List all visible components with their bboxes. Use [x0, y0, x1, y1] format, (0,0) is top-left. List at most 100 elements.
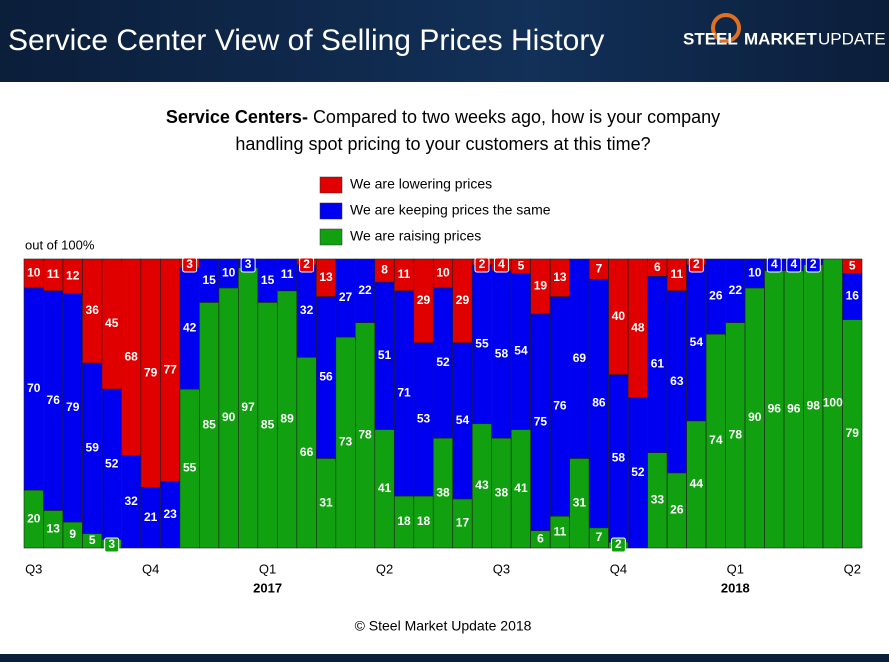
value-label: 5 [518, 258, 525, 272]
value-label: 11 [671, 267, 684, 281]
value-label: 18 [417, 514, 431, 528]
value-label: 31 [319, 495, 333, 509]
value-label-box [240, 257, 256, 273]
value-label: 15 [261, 273, 275, 287]
value-label: 78 [358, 427, 372, 441]
value-label: 90 [222, 410, 236, 424]
value-label: 11 [281, 267, 294, 281]
value-label: 75 [534, 414, 548, 428]
value-label: 97 [241, 400, 255, 414]
value-label-box [766, 257, 782, 273]
value-label: 79 [144, 365, 158, 379]
value-label: 29 [417, 293, 431, 307]
value-label: 10 [748, 266, 762, 280]
value-label: 76 [47, 393, 61, 407]
footer-band [0, 654, 889, 662]
value-label: 85 [202, 417, 216, 431]
value-label: 13 [319, 270, 333, 284]
footer: © Steel Market Update 2018 [355, 618, 532, 634]
header-band [0, 0, 889, 82]
value-label: 90 [748, 410, 762, 424]
logo-text: STEEL [683, 29, 738, 48]
logo-text: UPDATE [818, 29, 886, 48]
value-label: 96 [787, 401, 801, 415]
value-label: 77 [163, 362, 177, 376]
value-label: 52 [105, 456, 119, 470]
value-label: 98 [807, 399, 821, 413]
value-label: 59 [86, 440, 100, 454]
value-label: 10 [436, 266, 450, 280]
value-label-box [688, 257, 704, 273]
logo-icon [711, 13, 741, 43]
value-label: 86 [592, 396, 606, 410]
legend-swatch [319, 228, 343, 246]
value-label: 18 [397, 514, 411, 528]
value-label: 79 [846, 426, 860, 440]
value-label: 2 [810, 257, 817, 271]
value-label: 2 [615, 537, 622, 551]
value-label: 74 [709, 433, 723, 447]
value-label: 23 [163, 507, 177, 521]
value-label: 22 [729, 283, 743, 297]
y-axis-label: out of 100% [25, 237, 95, 252]
value-label: 17 [456, 516, 470, 530]
value-label: 43 [475, 478, 489, 492]
value-label: 6 [654, 260, 661, 274]
value-label: 61 [651, 357, 665, 371]
value-label: 22 [358, 283, 372, 297]
value-label: 33 [651, 492, 665, 506]
x-tick-label: Q4 [610, 561, 627, 576]
value-label: 63 [670, 374, 684, 388]
value-label: 79 [66, 400, 80, 414]
value-label: 20 [27, 511, 41, 525]
value-label: 44 [690, 477, 704, 491]
value-label-box [610, 537, 626, 553]
value-label: 12 [66, 269, 80, 283]
x-tick-label: Q3 [25, 561, 42, 576]
value-label: 58 [495, 347, 509, 361]
value-label-box [474, 257, 490, 273]
value-label: 3 [108, 537, 115, 551]
value-label: 71 [397, 386, 411, 400]
value-label: 54 [456, 413, 470, 427]
legend-swatch [319, 202, 343, 220]
value-label: 48 [631, 321, 645, 335]
title-line: Compared to two weeks ago, how is your c… [313, 107, 720, 127]
value-label: 4 [771, 257, 778, 271]
value-label: 3 [186, 257, 193, 271]
x-tick-label: Q1 [259, 561, 276, 576]
x-tick-label: Q2 [376, 561, 393, 576]
value-label: 2 [479, 257, 486, 271]
legend-label: We are raising prices [350, 228, 481, 244]
value-label-box [805, 257, 821, 273]
x-year-label: 2017 [253, 580, 282, 595]
value-label: 11 [47, 267, 60, 281]
value-label: 9 [69, 527, 76, 541]
value-label: 54 [690, 335, 704, 349]
value-label: 13 [47, 521, 61, 535]
x-year-label: 2018 [721, 580, 750, 595]
value-label: 69 [573, 351, 587, 365]
x-tick-label: Q4 [142, 561, 159, 576]
value-label: 45 [105, 316, 119, 330]
chart-title: handling spot pricing to your customers … [235, 134, 650, 154]
value-label: 11 [554, 524, 567, 538]
value-label: 31 [573, 495, 587, 509]
value-label: 73 [339, 435, 353, 449]
value-label: 58 [612, 451, 626, 465]
value-label: 32 [125, 494, 139, 508]
value-label: 42 [183, 321, 197, 335]
page-title: Service Center View of Selling Prices Hi… [8, 24, 604, 57]
legend-swatch [319, 176, 343, 194]
value-label: 8 [381, 263, 388, 277]
value-label: 26 [709, 289, 723, 303]
value-label: 4 [498, 257, 505, 271]
value-label: 89 [280, 412, 294, 426]
value-label-box [182, 257, 198, 273]
value-label-box [104, 537, 120, 553]
value-label: 29 [456, 293, 470, 307]
value-label-box [493, 257, 509, 273]
legend-label: We are keeping prices the same [350, 202, 551, 218]
value-label: 10 [222, 266, 236, 280]
